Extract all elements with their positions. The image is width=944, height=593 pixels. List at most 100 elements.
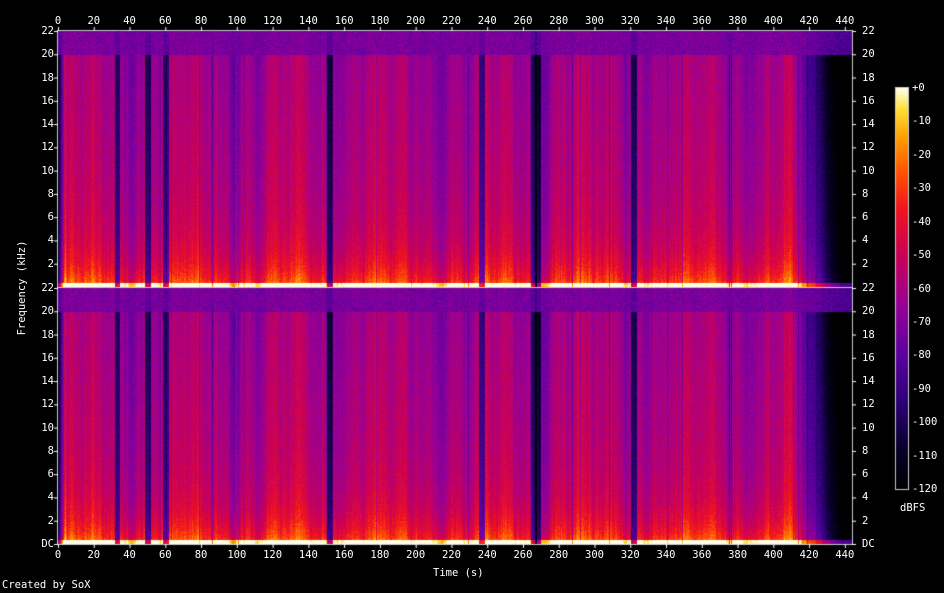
x-tick-label-top: 100 bbox=[227, 15, 247, 27]
x-tick-label-bottom: 360 bbox=[692, 549, 712, 561]
x-tick-label-bottom: 220 bbox=[441, 549, 461, 561]
y-tick-label-right: 18 bbox=[862, 71, 875, 84]
y-tick-label-left: 18 bbox=[41, 328, 54, 341]
colorbar-tick-label: -40 bbox=[912, 215, 931, 228]
colorbar-label: dBFS bbox=[900, 502, 926, 514]
x-tick-label-bottom: 340 bbox=[656, 549, 676, 561]
colorbar-tick-label: -20 bbox=[912, 148, 931, 161]
x-tick-label-top: 120 bbox=[263, 15, 283, 27]
x-tick-label-top: 0 bbox=[54, 15, 62, 27]
x-tick-label-bottom: 440 bbox=[835, 549, 855, 561]
y-tick-label-left: 4 bbox=[47, 491, 54, 504]
x-tick-label-top: 300 bbox=[585, 15, 604, 27]
y-tick-label-left: 12 bbox=[41, 398, 54, 411]
y-tick-label-right: 16 bbox=[862, 94, 875, 107]
y-tick-label-right: 6 bbox=[862, 468, 869, 481]
y-tick-label-left: 20 bbox=[41, 48, 54, 61]
y-tick-label-right: 2 bbox=[862, 257, 869, 270]
x-tick-label-bottom: 60 bbox=[158, 549, 172, 561]
x-tick-label-bottom: 40 bbox=[123, 549, 136, 561]
y-tick-label-left: 16 bbox=[41, 351, 54, 364]
y-tick-label-left: 8 bbox=[47, 187, 54, 200]
y-tick-label-left: 12 bbox=[41, 141, 54, 154]
y-tick-label-right: 16 bbox=[862, 351, 875, 364]
y-tick-label-right: 8 bbox=[862, 444, 869, 457]
y-tick-label-left: 20 bbox=[41, 305, 54, 318]
x-tick-label-bottom: 100 bbox=[227, 549, 247, 561]
y-axis-title: Frequency (kHz) bbox=[16, 240, 28, 336]
y-tick-label-right: 12 bbox=[862, 141, 875, 154]
y-tick-label-right: 20 bbox=[862, 305, 875, 318]
colorbar-tick-label: -60 bbox=[912, 282, 931, 295]
x-tick-label-bottom: 400 bbox=[763, 549, 783, 561]
y-tick-label-left: 4 bbox=[47, 234, 54, 247]
colorbar-tick-label: -80 bbox=[912, 349, 931, 362]
x-tick-label-bottom: 20 bbox=[87, 549, 101, 561]
y-tick-label-left: 18 bbox=[41, 71, 54, 84]
x-tick-label-top: 20 bbox=[87, 15, 101, 27]
y-tick-label-left: 14 bbox=[41, 375, 54, 388]
x-tick-label-top: 280 bbox=[549, 15, 569, 27]
x-tick-label-top: 340 bbox=[656, 15, 676, 27]
x-tick-label-top: 220 bbox=[441, 15, 461, 27]
y-tick-label-left: 10 bbox=[41, 421, 54, 434]
x-tick-label-bottom: 180 bbox=[370, 549, 390, 561]
x-tick-label-bottom: 420 bbox=[799, 549, 819, 561]
y-tick-label-right: 20 bbox=[862, 48, 875, 61]
x-tick-label-top: 440 bbox=[835, 15, 855, 27]
x-tick-label-top: 200 bbox=[406, 15, 426, 27]
y-tick-label-left: 8 bbox=[47, 444, 54, 457]
colorbar-tick-label: -30 bbox=[912, 182, 931, 195]
x-tick-label-bottom: 140 bbox=[298, 549, 318, 561]
x-tick-label-bottom: 280 bbox=[549, 549, 569, 561]
colorbar-tick-label: -10 bbox=[912, 115, 931, 128]
colorbar-tick-label: -70 bbox=[912, 315, 931, 328]
x-tick-label-bottom: 120 bbox=[263, 549, 283, 561]
x-tick-label-top: 400 bbox=[763, 15, 783, 27]
x-tick-label-top: 180 bbox=[370, 15, 390, 27]
y-tick-label-left: 14 bbox=[41, 118, 54, 131]
x-tick-label-bottom: 260 bbox=[513, 549, 533, 561]
y-tick-label-right: 4 bbox=[862, 491, 869, 504]
y-tick-label-right: 8 bbox=[862, 187, 869, 200]
x-tick-label-top: 160 bbox=[334, 15, 354, 27]
x-tick-label-bottom: 160 bbox=[334, 549, 354, 561]
y-tick-label-left: DC bbox=[41, 538, 54, 550]
x-tick-label-top: 260 bbox=[513, 15, 533, 27]
y-tick-label-left: 2 bbox=[47, 257, 54, 270]
x-tick-label-top: 380 bbox=[728, 15, 748, 27]
y-tick-label-right: 14 bbox=[862, 375, 875, 388]
y-tick-label-right: 22 bbox=[862, 282, 875, 294]
colorbar-tick-label: -90 bbox=[912, 382, 931, 395]
y-tick-label-right: 10 bbox=[862, 164, 875, 177]
x-tick-label-bottom: 320 bbox=[620, 549, 640, 561]
x-tick-label-bottom: 240 bbox=[477, 549, 497, 561]
y-tick-label-left: 10 bbox=[41, 164, 54, 177]
x-tick-label-top: 240 bbox=[477, 15, 497, 27]
x-tick-label-top: 420 bbox=[799, 15, 819, 27]
colorbar-tick-label: -50 bbox=[912, 249, 931, 262]
x-tick-label-top: 140 bbox=[298, 15, 318, 27]
colorbar-tick-label: +0 bbox=[912, 82, 925, 94]
y-tick-label-left: 22 bbox=[41, 282, 54, 294]
colorbar-tick-label: -120 bbox=[912, 483, 938, 495]
y-tick-label-right: 12 bbox=[862, 398, 875, 411]
y-tick-label-right: 6 bbox=[862, 211, 869, 224]
y-tick-label-left: 16 bbox=[41, 94, 54, 107]
x-tick-label-top: 320 bbox=[620, 15, 640, 27]
x-tick-label-bottom: 200 bbox=[406, 549, 426, 561]
x-tick-label-bottom: 0 bbox=[54, 549, 62, 561]
x-tick-label-bottom: 380 bbox=[728, 549, 748, 561]
y-tick-label-right: DC bbox=[862, 538, 875, 550]
x-tick-label-bottom: 300 bbox=[585, 549, 604, 561]
y-tick-label-right: 22 bbox=[862, 25, 875, 37]
y-tick-label-right: 2 bbox=[862, 514, 869, 527]
y-tick-label-left: 6 bbox=[47, 211, 54, 224]
x-tick-label-top: 60 bbox=[158, 15, 172, 27]
x-tick-label-top: 80 bbox=[194, 15, 208, 27]
y-tick-label-right: 10 bbox=[862, 421, 875, 434]
y-tick-label-right: 4 bbox=[862, 234, 869, 247]
y-tick-label-left: 22 bbox=[41, 25, 54, 37]
colorbar-tick-label: -110 bbox=[912, 449, 938, 462]
